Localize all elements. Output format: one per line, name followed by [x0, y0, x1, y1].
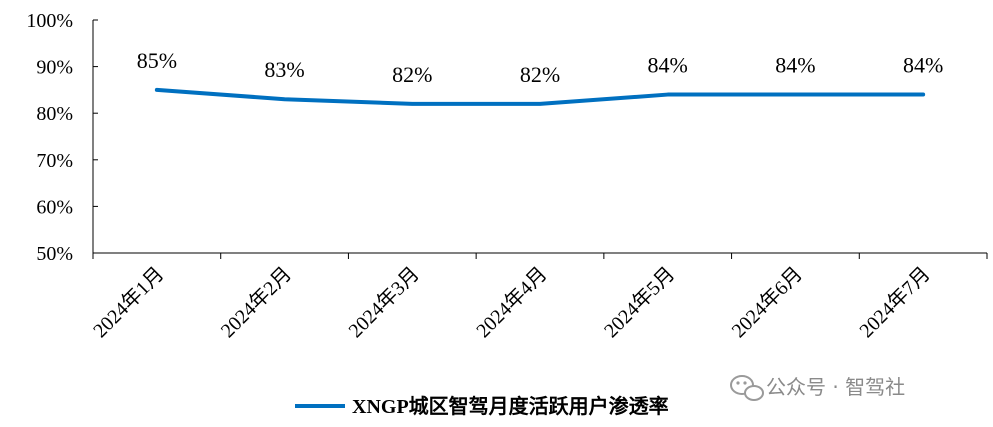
watermark: 公众号 · 智驾社 [730, 375, 905, 401]
x-tick-labels: 2024年1月 2024年2月 2024年3月 2024年4月 2024年5月 2024年… [88, 262, 934, 342]
y-tick-label: 60% [36, 196, 73, 218]
y-tick-label: 70% [36, 150, 73, 172]
data-label: 83% [264, 57, 304, 82]
x-tick-label: 2024年3月 [344, 262, 424, 342]
legend: XNGP城区智驾月度活跃用户渗透率 [295, 394, 669, 418]
x-tick-label: 2024年2月 [216, 262, 296, 342]
y-tick-label: 90% [36, 57, 73, 79]
data-label: 82% [392, 62, 432, 87]
x-tick-label: 2024年7月 [855, 262, 935, 342]
y-tick-label: 80% [36, 103, 73, 125]
y-tick-labels: 50% 60% 70% 80% 90% 100% [26, 10, 73, 265]
legend-label: XNGP城区智驾月度活跃用户渗透率 [352, 394, 669, 418]
x-tick-label: 2024年1月 [88, 262, 168, 342]
axes [92, 19, 988, 259]
y-tick-label: 50% [36, 243, 73, 265]
y-tick-label: 100% [26, 10, 73, 32]
data-labels: 85% 83% 82% 82% 84% 84% 84% [137, 48, 944, 87]
x-tick-label: 2024年5月 [599, 262, 679, 342]
data-label: 84% [903, 53, 943, 78]
wechat-icon [730, 375, 764, 401]
data-label: 84% [648, 53, 688, 78]
x-tick-label: 2024年6月 [727, 262, 807, 342]
data-label: 85% [137, 48, 177, 73]
x-tick-label: 2024年4月 [472, 262, 552, 342]
watermark-text: 公众号 · 智驾社 [766, 375, 905, 399]
data-label: 82% [520, 62, 560, 87]
series-line [154, 87, 926, 106]
series [154, 87, 926, 106]
data-label: 84% [775, 53, 815, 78]
